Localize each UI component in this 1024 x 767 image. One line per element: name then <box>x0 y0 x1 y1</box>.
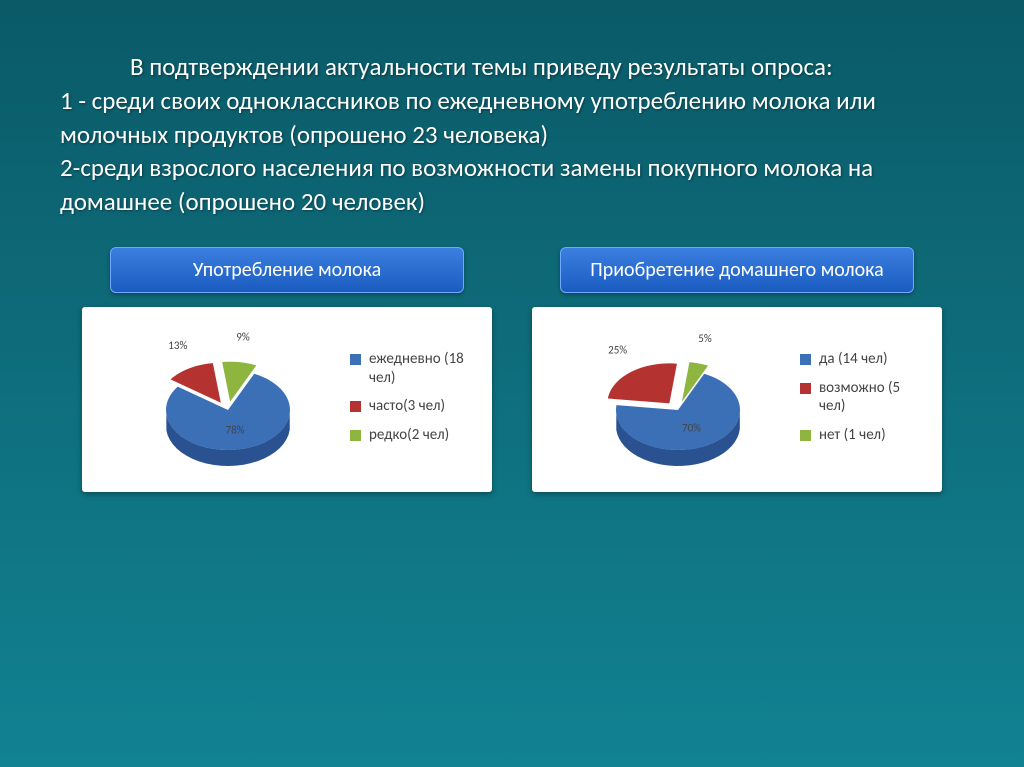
legend-label: нет (1 чел) <box>819 426 886 445</box>
legend-label: да (14 чел) <box>819 350 888 369</box>
legend-swatch <box>350 401 361 412</box>
intro-text: В подтверждении актуальности темы привед… <box>60 50 964 219</box>
intro-line2: 1 - среди своих одноклассников по ежедне… <box>60 85 876 150</box>
pie-pct-label: 5% <box>698 332 712 345</box>
legend-item: ежедневно (18 чел) <box>350 350 474 388</box>
legend-swatch <box>800 354 811 365</box>
chart2-legend: да (14 чел) возможно (5 чел) нет (1 чел) <box>800 350 924 445</box>
pie-pct-label: 70% <box>682 421 701 434</box>
intro-line1: В подтверждении актуальности темы привед… <box>130 51 833 82</box>
legend-label: редко(2 чел) <box>369 426 449 445</box>
pie-pct-label: 9% <box>236 330 250 343</box>
chart2-title: Приобретение домашнего молока <box>560 247 914 293</box>
pie-pct-label: 13% <box>168 339 187 352</box>
legend-label: ежедневно (18 чел) <box>369 350 474 388</box>
pie-pct-label: 78% <box>226 423 245 436</box>
charts-row: Употребление молока 78% 13% 9% ежедневно (… <box>60 247 964 492</box>
chart1-pie: 78% 13% 9% <box>100 315 330 480</box>
chart2-card: 70% 25% 5% да (14 чел) возможно (5 чел) нет … <box>532 307 942 492</box>
chart2-pie: 70% 25% 5% <box>550 315 780 480</box>
chart1-column: Употребление молока 78% 13% 9% ежедневно (… <box>82 247 492 492</box>
chart1-legend: ежедневно (18 чел) часто(3 чел) редко(2 че… <box>350 350 474 445</box>
legend-item: часто(3 чел) <box>350 397 474 416</box>
chart1-title: Употребление молока <box>110 247 464 293</box>
legend-item: возможно (5 чел) <box>800 379 924 417</box>
legend-swatch <box>350 354 361 365</box>
slide: В подтверждении актуальности темы привед… <box>0 0 1024 492</box>
legend-item: нет (1 чел) <box>800 426 924 445</box>
legend-swatch <box>350 430 361 441</box>
legend-label: часто(3 чел) <box>369 397 445 416</box>
chart1-card: 78% 13% 9% ежедневно (18 чел) часто(3 чел) р… <box>82 307 492 492</box>
legend-item: да (14 чел) <box>800 350 924 369</box>
chart2-column: Приобретение домашнего молока 70% 25% 5% д… <box>532 247 942 492</box>
pie-slice <box>608 363 677 403</box>
legend-swatch <box>800 430 811 441</box>
intro-line3: 2-среди взрослого населения по возможнос… <box>60 152 873 217</box>
legend-item: редко(2 чел) <box>350 426 474 445</box>
legend-swatch <box>800 383 811 394</box>
pie-pct-label: 25% <box>608 343 627 356</box>
legend-label: возможно (5 чел) <box>819 379 924 417</box>
